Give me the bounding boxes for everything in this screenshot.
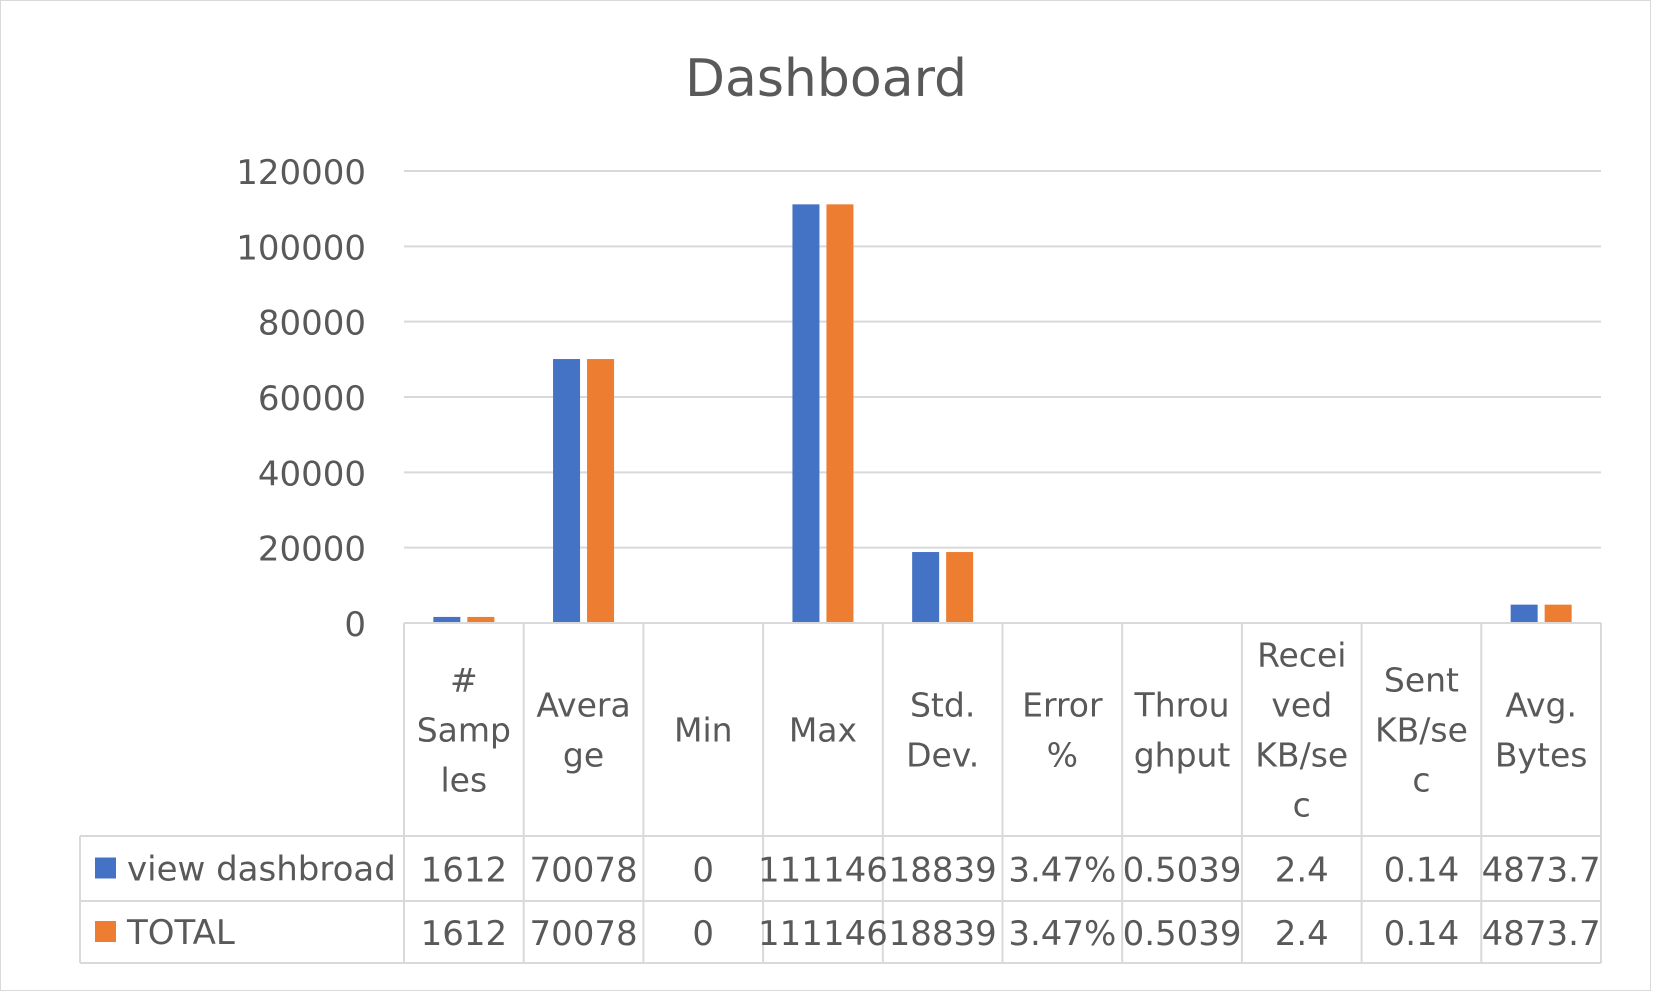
x-tick-label-line: les xyxy=(441,761,488,800)
data-label: 0.14 xyxy=(1384,914,1460,954)
y-tick-label: 20000 xyxy=(258,530,366,570)
x-tick-label-line: Avera xyxy=(536,686,630,725)
x-tick-label: Avg. Bytes xyxy=(1495,686,1588,775)
data-label: 70078 xyxy=(529,914,637,954)
data-label: 3.47% xyxy=(1008,851,1116,891)
legend-swatch xyxy=(95,921,116,942)
legend-label: view dashbroad xyxy=(127,850,396,890)
x-tick-label-line: c xyxy=(1293,786,1311,825)
x-tick-label-line: Throu xyxy=(1134,686,1230,725)
bar-series1 xyxy=(1510,604,1538,623)
y-tick-label: 80000 xyxy=(258,304,366,344)
data-label: 3.47% xyxy=(1008,914,1116,954)
x-tick-label-line: Error xyxy=(1022,686,1103,725)
y-tick-label: 0 xyxy=(344,605,366,645)
x-tick-label-line: KB/se xyxy=(1255,736,1348,775)
x-tick-label: Recei ved KB/se c xyxy=(1255,636,1348,825)
data-label: 18839 xyxy=(889,851,997,891)
data-label: 2.4 xyxy=(1275,914,1329,954)
x-tick-label: Throu ghput xyxy=(1134,686,1231,775)
bars xyxy=(433,204,1572,623)
data-label: 1612 xyxy=(421,914,508,954)
x-tick-label-line: Samp xyxy=(417,711,511,750)
bar-series1 xyxy=(792,204,820,623)
legend-swatch xyxy=(95,857,116,879)
x-tick-label: Max xyxy=(789,711,857,750)
data-label: 0 xyxy=(692,851,714,891)
x-tick-label-line: ge xyxy=(563,736,604,775)
bar-series1 xyxy=(553,359,581,623)
x-tick-label: Min xyxy=(674,711,733,750)
x-tick-label-line: ghput xyxy=(1134,736,1231,775)
y-tick-label: 120000 xyxy=(236,153,366,193)
x-tick-label-line: Sent xyxy=(1384,661,1459,700)
x-tick-label: Error% xyxy=(1022,686,1103,775)
x-tick-label-line: c xyxy=(1412,761,1430,800)
data-label: 111146 xyxy=(758,914,888,954)
x-tick-label-line: % xyxy=(1047,736,1078,775)
bar-series2 xyxy=(467,616,495,623)
x-tick-label-line: Dev. xyxy=(906,736,979,775)
data-label: 0.5039 xyxy=(1123,851,1242,891)
data-label: 4873.7 xyxy=(1482,851,1601,891)
x-tick-label-line: Max xyxy=(789,711,857,750)
data-label: 4873.7 xyxy=(1482,914,1601,954)
x-tick-label: Std. Dev. xyxy=(906,686,979,775)
x-tick-label-line: ved xyxy=(1271,686,1332,725)
x-tick-label-line: Recei xyxy=(1257,636,1346,675)
x-tick-label-line: # xyxy=(450,661,478,700)
gridlines xyxy=(404,170,1601,549)
bar-series2 xyxy=(826,204,854,623)
x-tick-label: Sent KB/se c xyxy=(1375,661,1468,800)
data-label: 0.5039 xyxy=(1123,914,1242,954)
y-tick-label: 40000 xyxy=(258,454,366,494)
bar-series2 xyxy=(1544,604,1572,623)
data-label: 18839 xyxy=(889,914,997,954)
x-tick-label-line: Min xyxy=(674,711,733,750)
x-tick-label-line: KB/se xyxy=(1375,711,1468,750)
bar-series2 xyxy=(946,552,974,623)
data-label: 111146 xyxy=(758,851,888,891)
y-tick-label: 60000 xyxy=(258,379,366,419)
x-tick-label-line: Avg. xyxy=(1505,686,1577,725)
x-tick-label-line: Std. xyxy=(910,686,975,725)
bar-series2 xyxy=(587,359,615,623)
data-label: 2.4 xyxy=(1275,851,1329,891)
x-tick-label-line: Bytes xyxy=(1495,736,1588,775)
data-label: 0 xyxy=(692,914,714,954)
bar-series1 xyxy=(433,616,461,623)
bar-series1 xyxy=(912,552,940,623)
y-tick-label: 100000 xyxy=(236,228,366,268)
data-table: # Samp les Avera ge Min Max Std. Dev. Error % Throu… xyxy=(79,622,1602,964)
y-axis-ticks: 120000 100000 80000 60000 40000 20000 0 xyxy=(236,153,366,645)
data-label: 1612 xyxy=(421,851,508,891)
data-label: 70078 xyxy=(529,851,637,891)
x-tick-label: Avera ge xyxy=(536,686,630,775)
data-label: 0.14 xyxy=(1384,851,1460,891)
x-tick-label: # Samp les xyxy=(417,661,511,800)
chart-title: Dashboard xyxy=(685,49,967,109)
legend-label: TOTAL xyxy=(126,913,235,953)
